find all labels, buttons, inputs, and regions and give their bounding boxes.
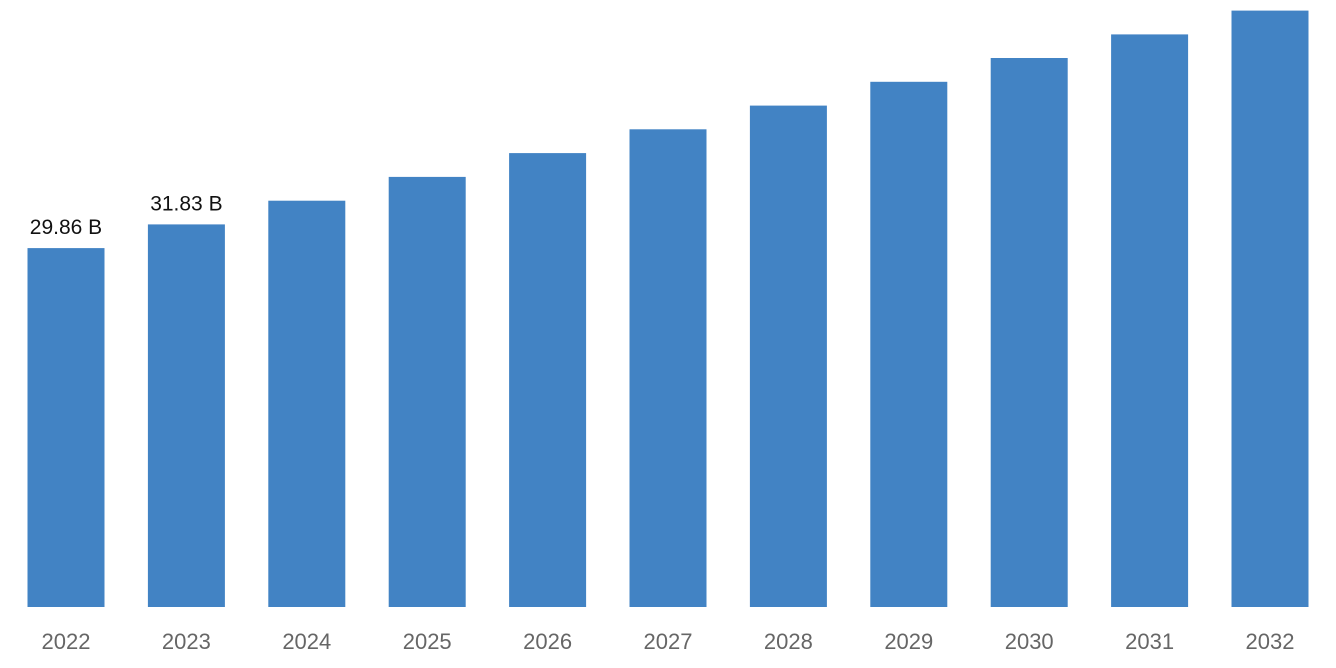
bar-2028 xyxy=(749,105,827,607)
x-tick-label-2031: 2031 xyxy=(1125,629,1174,654)
bar-2026 xyxy=(509,153,587,607)
x-tick-label-2029: 2029 xyxy=(884,629,933,654)
bar-2030 xyxy=(990,58,1068,607)
x-tick-label-2026: 2026 xyxy=(523,629,572,654)
x-tick-label-2028: 2028 xyxy=(764,629,813,654)
bar-value-label-2022: 29.86 B xyxy=(30,216,102,239)
bar-2024 xyxy=(268,200,346,607)
bar-2025 xyxy=(388,176,466,607)
bars-group xyxy=(27,10,1309,608)
bar-2022 xyxy=(27,248,105,607)
x-tick-label-2030: 2030 xyxy=(1005,629,1054,654)
bar-2027 xyxy=(629,129,707,608)
bar-2031 xyxy=(1111,34,1189,607)
bar-value-label-2023: 31.83 B xyxy=(150,192,222,215)
x-axis-ticks-group: 2022 2023 2024 2025 2026 2027 2028 2029 2030 2031… xyxy=(42,629,1295,654)
x-tick-label-2032: 2032 xyxy=(1246,629,1295,654)
x-tick-label-2027: 2027 xyxy=(644,629,693,654)
bar-2032 xyxy=(1231,10,1309,608)
x-tick-label-2025: 2025 xyxy=(403,629,452,654)
bar-2029 xyxy=(870,81,948,608)
x-tick-label-2022: 2022 xyxy=(42,629,91,654)
x-tick-label-2024: 2024 xyxy=(282,629,331,654)
x-tick-label-2023: 2023 xyxy=(162,629,211,654)
value-labels-group: 29.86 B 31.83 B xyxy=(30,192,223,239)
bar-2023 xyxy=(147,224,225,607)
